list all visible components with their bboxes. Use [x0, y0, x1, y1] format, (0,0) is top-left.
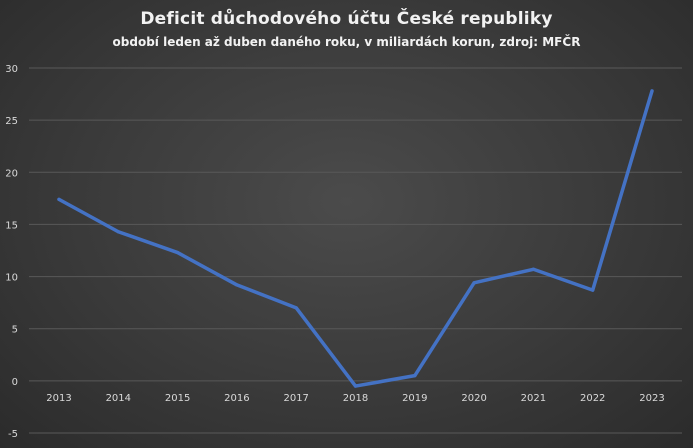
chart-subtitle: období leden až duben daného roku, v mil… [112, 35, 581, 49]
y-tick-label: 5 [12, 325, 18, 336]
series-line [57, 89, 654, 388]
x-tick-label: 2017 [283, 393, 308, 404]
y-tick-label: 15 [5, 220, 18, 231]
data-point [294, 306, 298, 310]
x-tick-label: 2016 [224, 393, 249, 404]
y-tick-label: 30 [5, 64, 18, 75]
data-point [531, 267, 536, 271]
data-point [591, 288, 595, 292]
data-point [235, 283, 239, 287]
x-tick-label: 2014 [106, 393, 131, 404]
data-point [176, 250, 180, 255]
x-tick-label: 2018 [343, 393, 368, 404]
data-point [472, 281, 476, 285]
x-tick-label: 2021 [521, 393, 546, 404]
x-tick-label: 2019 [402, 393, 427, 404]
x-tick-label: 2020 [461, 393, 486, 404]
data-point [57, 197, 61, 201]
y-tick-label: 20 [5, 168, 18, 179]
y-tick-label: -5 [8, 429, 18, 440]
x-tick-label: 2013 [46, 393, 71, 404]
data-point [413, 374, 417, 378]
y-tick-label: 10 [5, 273, 18, 284]
data-point [353, 384, 358, 388]
x-tick-label: 2023 [639, 393, 664, 404]
x-tick-label: 2022 [580, 393, 605, 404]
data-point [650, 89, 654, 93]
data-point [116, 230, 120, 234]
y-tick-label: 25 [5, 116, 18, 127]
chart-title: Deficit důchodového účtu České republiky [140, 9, 553, 29]
y-tick-label: 0 [12, 377, 18, 388]
x-tick-label: 2015 [165, 393, 190, 404]
